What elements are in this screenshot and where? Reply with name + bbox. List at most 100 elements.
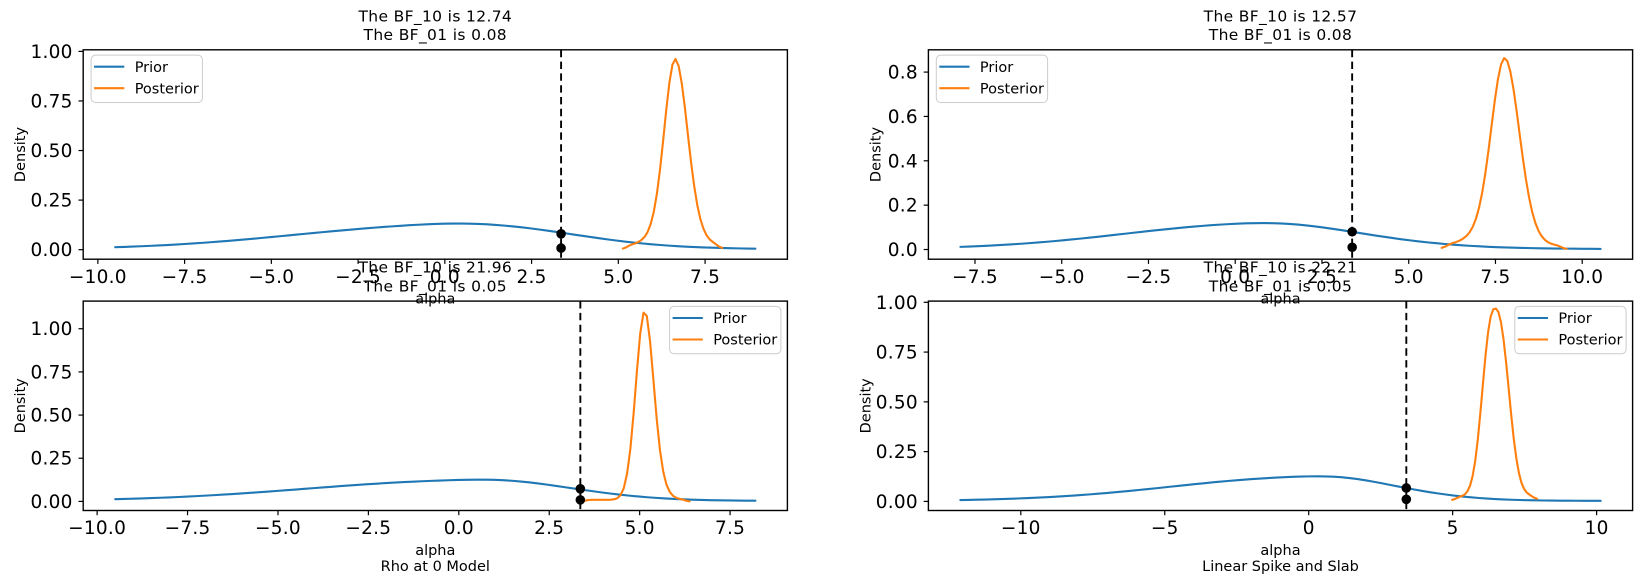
x-tick-label: 5.0 [1394, 267, 1424, 288]
x-tick-label: −2.5 [1126, 267, 1172, 288]
x-tick-label: −5.0 [255, 518, 301, 539]
x-tick-label: 10.0 [1561, 267, 1603, 288]
y-tick-label: 1.00 [30, 42, 72, 63]
x-tick-label: −5.0 [248, 267, 294, 288]
x-tick-label: −5 [1151, 518, 1179, 539]
x-tick-label: 2.5 [534, 518, 564, 539]
legend-label-prior: Prior [980, 60, 1013, 76]
axes-data-layer [114, 49, 757, 260]
prior-curve [114, 478, 757, 502]
x-tick-label: −7.5 [162, 267, 208, 288]
legend-label-prior: Prior [135, 60, 168, 76]
x-tick-label: 0.0 [430, 267, 460, 288]
y-tick-label: 0.4 [888, 151, 918, 172]
bf01-title: The BF_01 is 0.05 [1208, 278, 1352, 297]
posterior-density-marker [556, 243, 566, 253]
subplot-bottom-left: −10.0 −7.5 −5.0 −2.5 0.0 2.5 5.0 7.5 0.00 0.25 0.5… [13, 259, 789, 575]
x-tick-label: −10 [1001, 518, 1041, 539]
posterior-curve [580, 311, 691, 503]
x-tick-label: 5 [1447, 518, 1459, 539]
x-tick-label: 2.5 [517, 267, 547, 288]
x-tick-label: 7.5 [715, 518, 745, 539]
prior-curve [114, 222, 757, 250]
x-axis-label: alpha [1260, 292, 1300, 308]
x-axis-label: alpha [1260, 543, 1300, 559]
x-tick-label: −5.0 [1039, 267, 1085, 288]
x-tick-label: 7.5 [690, 267, 720, 288]
y-tick-label: 0.75 [876, 343, 918, 364]
axes-data-layer [959, 49, 1602, 260]
x-tick-label: −2.5 [345, 518, 391, 539]
bf10-title: The BF_10 is 12.74 [357, 7, 512, 26]
posterior-curve [1440, 57, 1568, 250]
y-tick-label: 0.00 [30, 240, 72, 261]
prior-curve [959, 475, 1602, 502]
axes-spines [927, 49, 1634, 260]
x-tick-label: −7.5 [952, 267, 998, 288]
subplot-top-left: −10.0 −7.5 −5.0 −2.5 0.0 2.5 5.0 7.5 0.00 0.25 0.5… [13, 7, 789, 308]
x-tick-label: −10.0 [68, 518, 126, 539]
axes-spines [927, 300, 1634, 512]
model-name-label: Linear Spike and Slab [1202, 559, 1359, 575]
x-tick-label: 2.5 [1307, 267, 1337, 288]
model-name-label: Rho at 0 Model [381, 559, 490, 575]
y-tick-label: 0.75 [30, 91, 72, 112]
prior-density-marker [575, 484, 586, 494]
posterior-density-marker [1347, 242, 1357, 253]
y-tick-label: 0.00 [30, 492, 72, 513]
y-tick-label: 0.25 [876, 442, 918, 463]
y-tick-label: 0.25 [30, 449, 72, 470]
x-tick-label: 5.0 [625, 518, 655, 539]
bf01-title: The BF_01 is 0.08 [1208, 26, 1352, 45]
prior-curve [959, 222, 1602, 250]
legend: Prior Posterior [1514, 305, 1627, 355]
y-axis-label: Density [13, 378, 29, 434]
x-axis-label: alpha [415, 543, 455, 559]
legend: Prior Posterior [669, 305, 782, 355]
y-tick-label: 0.0 [888, 240, 918, 261]
bf10-title: The BF_10 is 12.57 [1203, 7, 1358, 26]
y-tick-label: 1.00 [876, 293, 918, 314]
legend-label-prior: Prior [1558, 311, 1591, 327]
axes-data-layer [959, 301, 1602, 511]
y-tick-label: 0.50 [30, 406, 72, 427]
y-tick-label: 0.6 [888, 107, 918, 128]
x-tick-label: 0.0 [444, 518, 474, 539]
axes-spines [82, 300, 789, 512]
posterior-density-marker [1401, 494, 1412, 505]
x-tick-label: 10 [1585, 518, 1609, 539]
prior-density-marker [1401, 483, 1412, 493]
legend-label-posterior: Posterior [1558, 333, 1622, 349]
bf01-title: The BF_01 is 0.08 [363, 26, 507, 45]
axes-data-layer [114, 301, 757, 511]
prior-density-marker [556, 229, 566, 239]
axes-spines [82, 49, 789, 260]
x-tick-label: −2.5 [335, 267, 381, 288]
subplot-top-right: −7.5 −5.0 −2.5 0.0 2.5 5.0 7.5 10.0 0.0 0.2 0.4 0.6… [869, 7, 1634, 308]
prior-density-marker [1347, 226, 1357, 237]
y-tick-label: 0.25 [30, 191, 72, 212]
y-axis-label: Density [858, 378, 874, 434]
y-tick-label: 0.50 [876, 392, 918, 413]
legend-label-posterior: Posterior [713, 333, 777, 349]
y-tick-label: 0.8 [888, 63, 918, 84]
x-tick-label: −7.5 [165, 518, 211, 539]
legend: Prior Posterior [935, 54, 1049, 103]
x-axis-label: alpha [415, 292, 455, 308]
subplot-bottom-right: −10 −5 0 5 10 0.00 0.25 0.50 0.75 1.00 The BF_10 i… [858, 259, 1634, 575]
x-tick-label: 0 [1303, 518, 1315, 539]
posterior-density-marker [575, 495, 586, 505]
y-tick-label: 0.00 [876, 492, 918, 513]
y-tick-label: 0.75 [30, 362, 72, 383]
legend-label-prior: Prior [713, 311, 746, 327]
y-tick-label: 1.00 [30, 319, 72, 340]
posterior-curve [1451, 307, 1539, 501]
y-axis-label: Density [869, 127, 885, 183]
legend-label-posterior: Posterior [135, 81, 199, 97]
y-tick-label: 0.50 [30, 141, 72, 162]
x-tick-label: −10.0 [69, 267, 127, 288]
legend: Prior Posterior [90, 54, 203, 103]
bf10-title: The BF_10 is 22.21 [1203, 259, 1358, 278]
